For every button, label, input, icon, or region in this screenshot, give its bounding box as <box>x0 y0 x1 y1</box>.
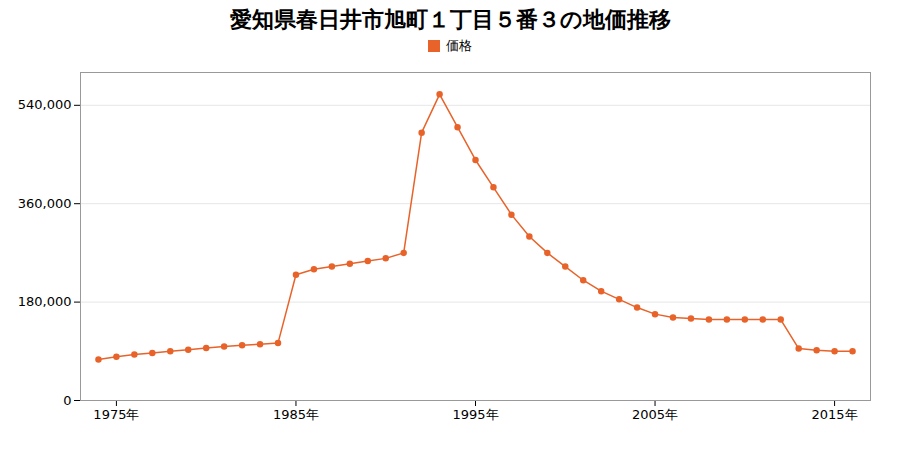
svg-text:2015年: 2015年 <box>812 407 858 422</box>
svg-text:360,000: 360,000 <box>18 196 72 211</box>
svg-text:0: 0 <box>63 393 71 408</box>
svg-text:1985年: 1985年 <box>273 407 319 422</box>
svg-text:2005年: 2005年 <box>632 407 678 422</box>
svg-text:540,000: 540,000 <box>18 97 72 112</box>
html-text:価格: 価格 <box>446 38 472 53</box>
html-text:愛知県春日井市旭町１丁目５番３の地価推移: 愛知県春日井市旭町１丁目５番３の地価推移 <box>229 7 671 32</box>
svg-text:180,000: 180,000 <box>18 294 72 309</box>
svg-text:1975年: 1975年 <box>93 407 139 422</box>
svg-text:1995年: 1995年 <box>452 407 498 422</box>
